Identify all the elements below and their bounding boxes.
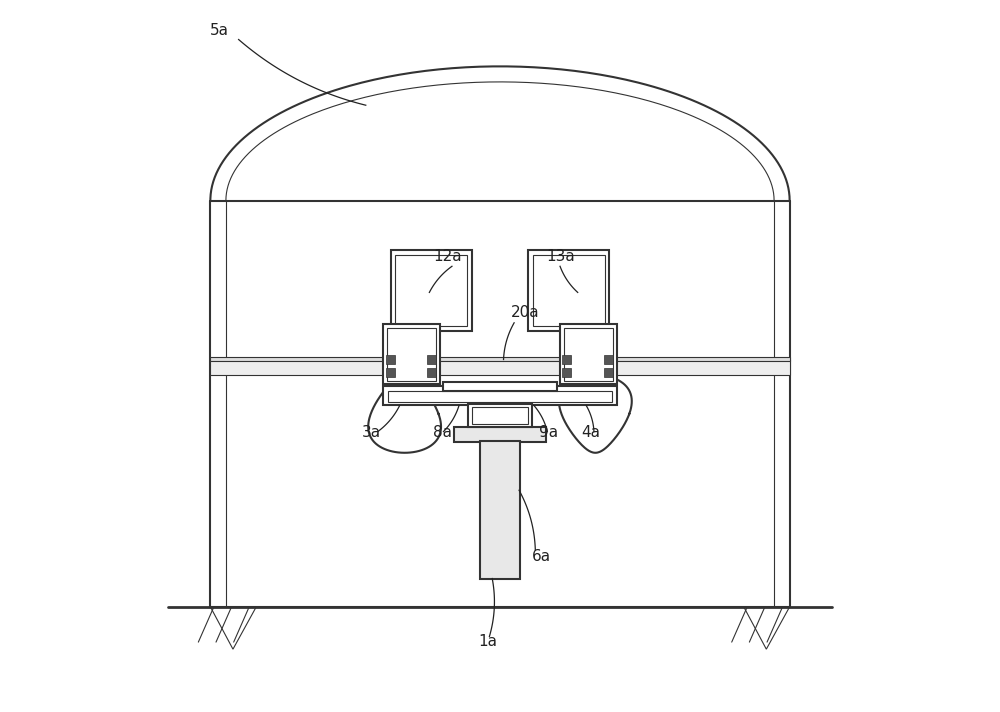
- Bar: [383, 386, 617, 405]
- Bar: [210, 357, 790, 361]
- Bar: [472, 407, 528, 424]
- Bar: [604, 368, 613, 377]
- Text: 1a: 1a: [479, 634, 498, 649]
- Text: 5a: 5a: [210, 23, 229, 38]
- Bar: [383, 324, 440, 384]
- Bar: [560, 324, 617, 384]
- Bar: [395, 255, 467, 326]
- Bar: [454, 426, 546, 442]
- Bar: [480, 441, 520, 579]
- Bar: [564, 328, 613, 381]
- Bar: [391, 250, 472, 331]
- Text: 6a: 6a: [532, 549, 551, 564]
- Bar: [388, 391, 612, 402]
- Bar: [427, 355, 436, 365]
- Text: 20a: 20a: [511, 305, 539, 320]
- Bar: [210, 360, 790, 375]
- Bar: [427, 368, 436, 377]
- Text: 4a: 4a: [581, 425, 600, 440]
- Text: 13a: 13a: [546, 248, 575, 263]
- Text: 9a: 9a: [539, 425, 558, 440]
- Bar: [604, 355, 613, 365]
- Bar: [386, 355, 395, 365]
- Bar: [387, 328, 436, 381]
- Bar: [443, 382, 557, 392]
- Text: 3a: 3a: [362, 425, 381, 440]
- Bar: [562, 355, 571, 365]
- Bar: [562, 368, 571, 377]
- Bar: [468, 404, 532, 426]
- Bar: [528, 250, 609, 331]
- Text: 12a: 12a: [433, 248, 462, 263]
- Bar: [386, 368, 395, 377]
- Text: 8a: 8a: [433, 425, 452, 440]
- Bar: [533, 255, 605, 326]
